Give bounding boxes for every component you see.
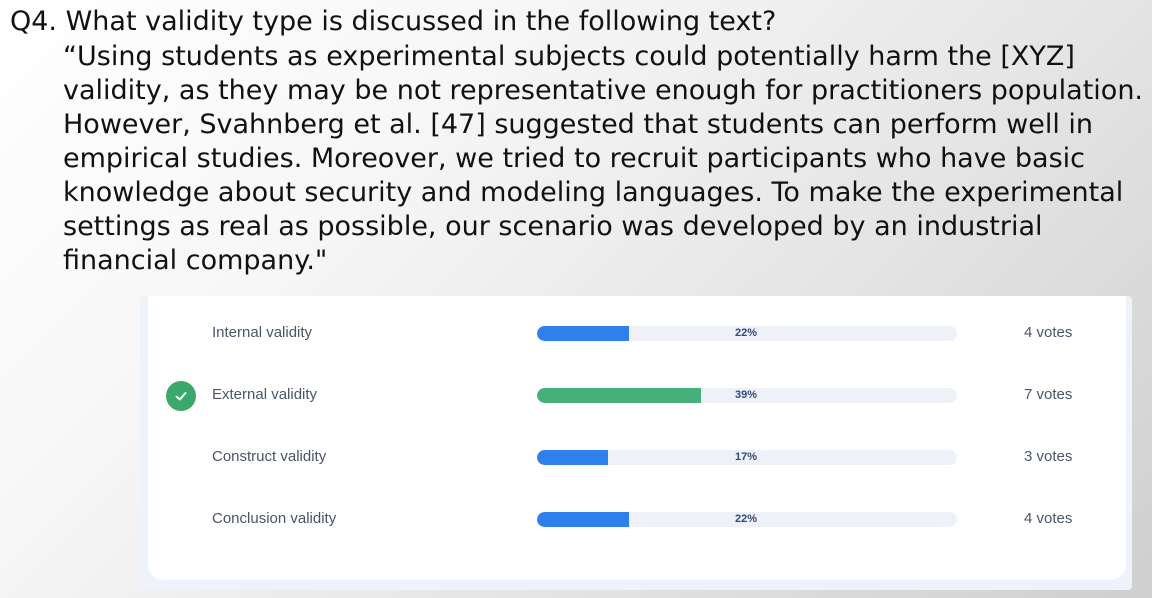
poll-votes: 3 votes [1024, 448, 1073, 465]
poll-votes: 4 votes [1024, 510, 1073, 527]
poll-bar-track [537, 450, 957, 465]
poll-bar-fill [537, 326, 629, 341]
poll-option-row[interactable]: Conclusion validity 22% 4 votes [148, 500, 1126, 540]
poll-bar-fill [537, 512, 629, 527]
poll-votes: 7 votes [1024, 386, 1073, 403]
poll-bar-track [537, 512, 957, 527]
poll-percent: 39% [735, 389, 758, 401]
poll-option-row[interactable]: Internal validity 22% 4 votes [148, 314, 1126, 354]
poll-bar-fill [537, 450, 608, 465]
poll-bar-track [537, 326, 957, 341]
poll-bar-fill [537, 388, 701, 403]
question-body: “Using students as experimental subjects… [63, 41, 1144, 276]
question-title: Q4. What validity type is discussed in t… [10, 6, 777, 37]
poll-option-row[interactable]: External validity 39% 7 votes [148, 376, 1126, 416]
poll-votes: 4 votes [1024, 324, 1073, 341]
poll-option-label: Internal validity [212, 324, 313, 341]
check-circle-icon [166, 381, 196, 411]
question-block: Q4. What validity type is discussed in t… [10, 4, 1150, 278]
poll-option-row[interactable]: Construct validity 17% 3 votes [148, 438, 1126, 478]
poll-option-label: Construct validity [212, 448, 327, 465]
poll-option-label: External validity [212, 386, 318, 403]
poll-results-card: Internal validity 22% 4 votes External v… [140, 296, 1132, 590]
poll-percent: 22% [735, 513, 758, 525]
poll-percent: 17% [735, 451, 758, 463]
poll-percent: 22% [735, 327, 758, 339]
poll-option-label: Conclusion validity [212, 510, 337, 527]
poll-bar-track [537, 388, 957, 403]
poll-results-panel: Internal validity 22% 4 votes External v… [148, 296, 1126, 580]
